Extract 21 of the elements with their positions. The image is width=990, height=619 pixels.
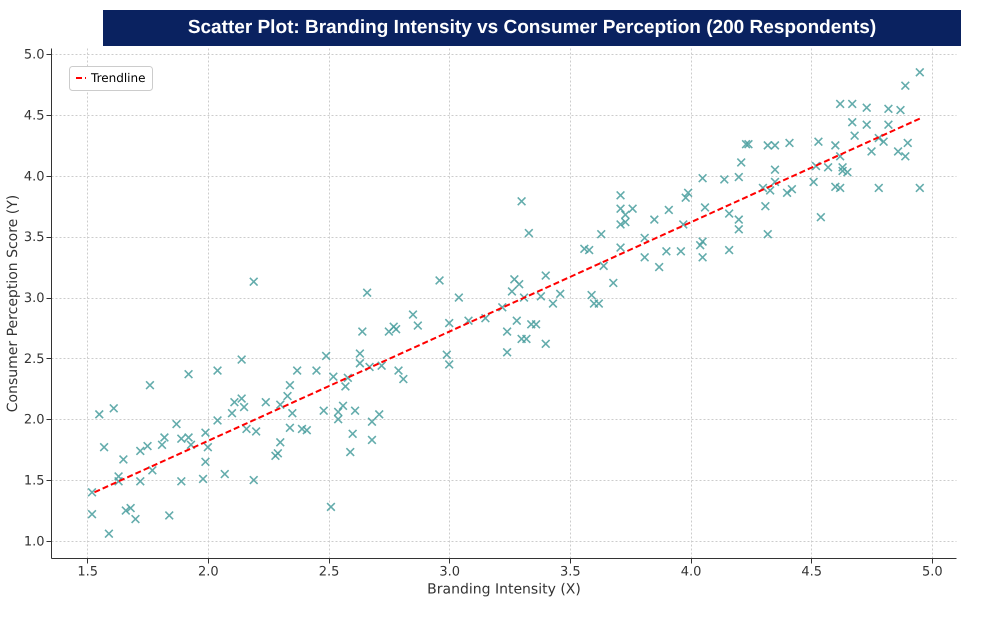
- y-tick-label: 5.0: [24, 48, 44, 63]
- y-tick-label: 4.5: [24, 108, 44, 124]
- y-tick-label: 3.5: [24, 230, 44, 246]
- y-tick-label: 1.5: [24, 474, 44, 489]
- x-tick-label: 1.5: [77, 564, 98, 580]
- y-tick-label: 4.0: [24, 169, 44, 184]
- x-tick-label: 4.5: [801, 564, 822, 580]
- y-tick-label: 2.0: [24, 412, 44, 428]
- x-tick-label: 5.0: [922, 564, 943, 580]
- x-tick-label: 3.0: [439, 564, 460, 580]
- x-tick-label: 2.0: [198, 564, 219, 580]
- y-tick-label: 1.0: [24, 534, 44, 550]
- x-tick-label: 2.5: [318, 564, 340, 580]
- x-tick-label: 3.5: [560, 564, 581, 580]
- legend-label: Trendline: [90, 71, 146, 85]
- y-tick-label: 3.0: [24, 291, 44, 306]
- x-axis-title: Branding Intensity (X): [427, 582, 581, 598]
- chart-title: Scatter Plot: Branding Intensity vs Consumer Perception (200 Respondents): [103, 10, 961, 46]
- x-tick-label: 4.0: [680, 564, 702, 580]
- y-axis-title: Consumer Perception Score (Y): [4, 194, 21, 412]
- y-tick-label: 2.5: [24, 352, 44, 367]
